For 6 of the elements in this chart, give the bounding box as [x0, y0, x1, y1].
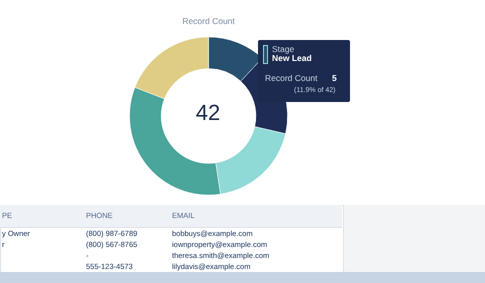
- legend-title: Stage: [272, 43, 294, 54]
- chart-title: Record Count: [182, 16, 236, 26]
- legend-label: New Lead: [272, 53, 312, 65]
- text: 5: [332, 72, 337, 85]
- text: Record Count: [265, 72, 318, 85]
- text: 42: [194, 100, 222, 126]
